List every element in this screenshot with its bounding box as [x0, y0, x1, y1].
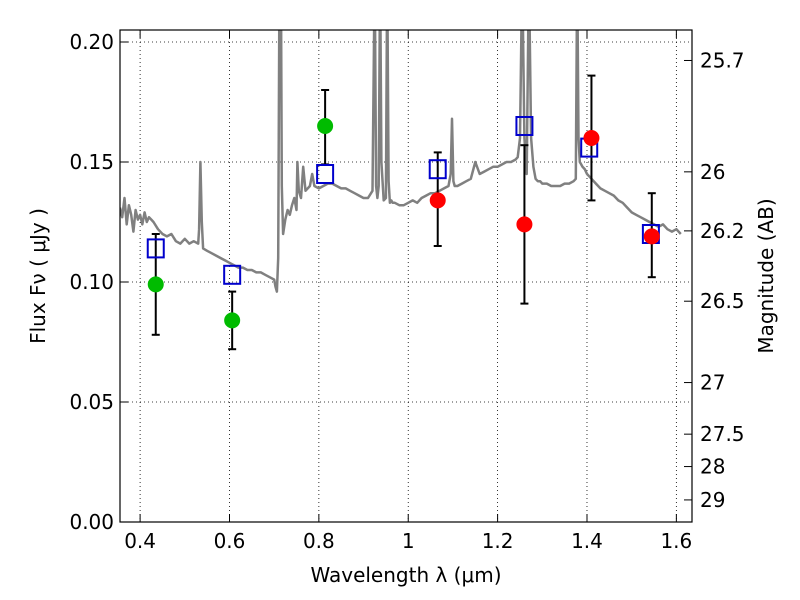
y-axis-title: Flux Fν ( μJy )	[26, 208, 50, 344]
y-tick-label: 0.20	[69, 30, 114, 54]
x-tick-label: 0.6	[214, 529, 246, 553]
y-axis-right: 25.7 26 26.2 26.5 27 27.5 28 29	[684, 48, 745, 512]
model-box	[146, 238, 165, 259]
right-tick-label: 26	[700, 160, 725, 184]
y-tick-label: 0.15	[69, 150, 114, 174]
right-tick-label: 27	[700, 371, 725, 395]
right-tick-label: 27.5	[700, 422, 745, 446]
observed-points	[147, 118, 660, 329]
data-point	[643, 228, 660, 245]
model-box	[223, 264, 242, 285]
x-tick-label: 0.4	[124, 529, 156, 553]
model-spectrum-line	[120, 30, 682, 293]
y-axis-left: 0.00 0.05 0.10 0.15 0.20	[69, 30, 128, 534]
y-tick-label: 0.00	[69, 510, 114, 534]
plot-frame	[119, 29, 693, 523]
y-tick-label: 0.10	[69, 270, 114, 294]
right-tick-label: 26.5	[700, 289, 745, 313]
x-tick-label: 1.4	[571, 529, 603, 553]
model-box	[515, 116, 534, 136]
model-box	[428, 159, 447, 180]
right-tick-label: 26.2	[700, 219, 745, 243]
data-point	[516, 216, 533, 233]
x-tick-label: 1	[402, 529, 415, 553]
model-box	[316, 164, 335, 184]
y-axis-right-title: Magnitude (AB)	[754, 198, 778, 353]
data-point	[429, 192, 446, 209]
x-axis-title: Wavelength λ (μm)	[310, 563, 501, 587]
right-tick-label: 29	[700, 488, 725, 512]
x-axis: 0.4 0.6 0.8 1 1.2 1.4 1.6	[124, 30, 692, 553]
plot-background	[120, 30, 692, 522]
data-point	[224, 312, 241, 329]
x-tick-label: 1.6	[660, 529, 692, 553]
data-point	[317, 118, 334, 134]
model-boxes	[146, 116, 660, 285]
y-tick-label: 0.05	[69, 390, 114, 414]
x-tick-label: 0.8	[303, 529, 335, 553]
right-tick-label: 25.7	[700, 48, 745, 72]
right-tick-label: 28	[700, 455, 725, 479]
data-point	[583, 130, 600, 146]
x-tick-label: 1.2	[482, 529, 514, 553]
data-point	[147, 276, 164, 293]
